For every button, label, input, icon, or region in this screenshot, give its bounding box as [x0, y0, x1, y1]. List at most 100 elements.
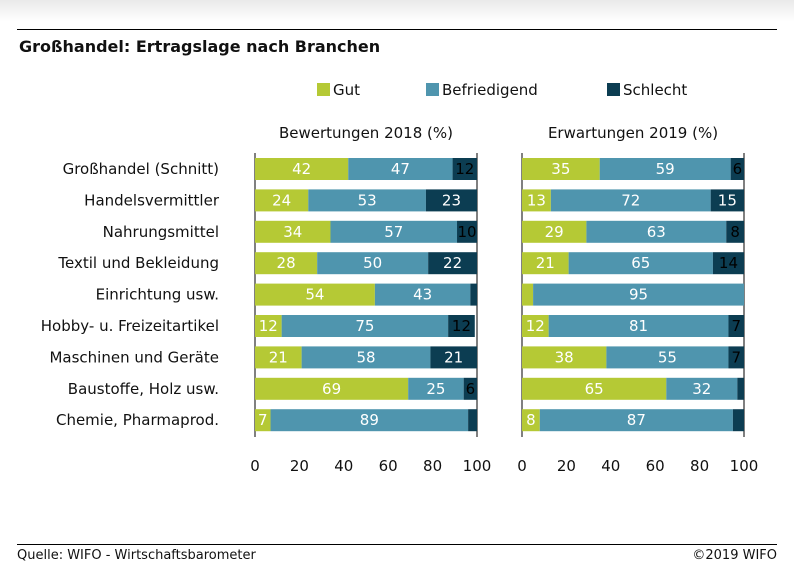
legend-label-2: Befriedigend [442, 81, 538, 99]
x-tick-label: 80 [423, 457, 442, 475]
bar-segment [408, 377, 464, 400]
bar-segment [255, 189, 309, 212]
bar-segment [425, 189, 477, 212]
bar-value-label: 22 [443, 254, 462, 272]
bar-value-label: 32 [692, 380, 711, 398]
legend-swatch-1 [317, 83, 330, 96]
bar-segment [666, 377, 738, 400]
bar-segment [330, 220, 458, 243]
legend-swatch-2 [426, 83, 439, 96]
bar-value-label: 50 [363, 254, 382, 272]
bar-value-label: 65 [585, 380, 604, 398]
bar-segment [712, 252, 744, 275]
bar-segment [255, 315, 282, 337]
bar-value-label: 43 [413, 286, 432, 304]
bar-value-label: 28 [277, 254, 296, 272]
bar-segment [730, 158, 744, 180]
bar-value-label: 6 [733, 160, 743, 178]
copyright-note: ©2019 WIFO [692, 548, 777, 563]
bar-segment [522, 189, 551, 212]
x-tick-label: 60 [646, 457, 665, 475]
legend-label-1: Gut [333, 81, 360, 99]
footer-rule [17, 544, 777, 545]
bar-segment [308, 189, 426, 212]
bar-value-label: 75 [355, 317, 374, 335]
x-tick-label: 80 [690, 457, 709, 475]
bar-segment [374, 283, 471, 306]
x-tick-label: 20 [557, 457, 576, 475]
bar-value-label: 65 [631, 254, 650, 272]
bar-value-label: 69 [322, 380, 341, 398]
x-tick-label: 100 [463, 457, 492, 475]
legend-swatch-3 [607, 83, 620, 96]
bar-value-label: 59 [656, 160, 675, 178]
bar-value-label: 58 [356, 348, 375, 366]
bar-value-label: 35 [551, 160, 570, 178]
bar-segment [599, 158, 731, 180]
x-tick-label: 100 [730, 457, 759, 475]
x-tick-label: 0 [250, 457, 260, 475]
bar-segment [255, 220, 331, 243]
bar-segment [468, 409, 477, 432]
bar-segment [522, 315, 549, 337]
bar-segment [586, 220, 727, 243]
category-label: Einrichtung usw. [96, 286, 219, 304]
legend-label-3: Schlecht [623, 81, 687, 99]
bar-segment [728, 346, 744, 369]
bar-segment [470, 283, 477, 306]
bar-segment [522, 346, 607, 369]
bar-value-label: 7 [258, 411, 268, 429]
bar-segment [457, 220, 477, 243]
bar-segment [463, 377, 477, 400]
x-tick-label: 0 [517, 457, 527, 475]
x-tick-label: 40 [601, 457, 620, 475]
bar-segment [726, 220, 744, 243]
bar-segment [710, 189, 744, 212]
bar-value-label: 63 [647, 223, 666, 241]
x-tick-label: 40 [334, 457, 353, 475]
bar-value-label: 14 [719, 254, 738, 272]
bar-value-label: 25 [426, 380, 445, 398]
panel-title-2: Erwartungen 2019 (%) [548, 124, 718, 142]
bar-segment [270, 409, 469, 432]
bar-value-label: 21 [444, 348, 463, 366]
bar-value-label: 7 [731, 348, 741, 366]
bar-segment [255, 283, 375, 306]
bar-segment [522, 158, 600, 180]
bar-segment [430, 346, 477, 369]
bar-segment [255, 377, 409, 400]
bar-value-label: 95 [629, 286, 648, 304]
bar-value-label: 81 [629, 317, 648, 335]
bar-value-label: 29 [545, 223, 564, 241]
bar-value-label: 7 [731, 317, 741, 335]
bar-value-label: 42 [292, 160, 311, 178]
bar-segment [301, 346, 431, 369]
bar-segment [732, 409, 744, 432]
bar-value-label: 87 [627, 411, 646, 429]
bar-value-label: 55 [658, 348, 677, 366]
bar-value-label: 13 [527, 191, 546, 209]
bar-value-label: 21 [536, 254, 555, 272]
category-label: Großhandel (Schnitt) [63, 160, 219, 178]
bar-segment [255, 409, 271, 432]
bar-value-label: 12 [526, 317, 545, 335]
category-label: Hobby- u. Freizeitartikel [41, 317, 219, 335]
bar-segment [539, 409, 733, 432]
bar-segment [281, 315, 449, 337]
bar-value-label: 8 [526, 411, 536, 429]
bar-value-label: 15 [718, 191, 737, 209]
bar-value-label: 57 [384, 223, 403, 241]
category-label: Baustoffe, Holz usw. [68, 380, 219, 398]
bar-segment [255, 346, 302, 369]
bar-segment [568, 252, 713, 275]
bar-segment [522, 252, 569, 275]
category-label: Textil und Bekleidung [57, 254, 219, 272]
bar-value-label: 8 [730, 223, 740, 241]
panel-title-1: Bewertungen 2018 (%) [279, 124, 453, 142]
title-rule [17, 29, 777, 30]
bar-value-label: 24 [272, 191, 291, 209]
bar-value-label: 10 [457, 223, 476, 241]
bar-segment [428, 252, 477, 275]
category-label: Handelsvermittler [84, 191, 220, 209]
